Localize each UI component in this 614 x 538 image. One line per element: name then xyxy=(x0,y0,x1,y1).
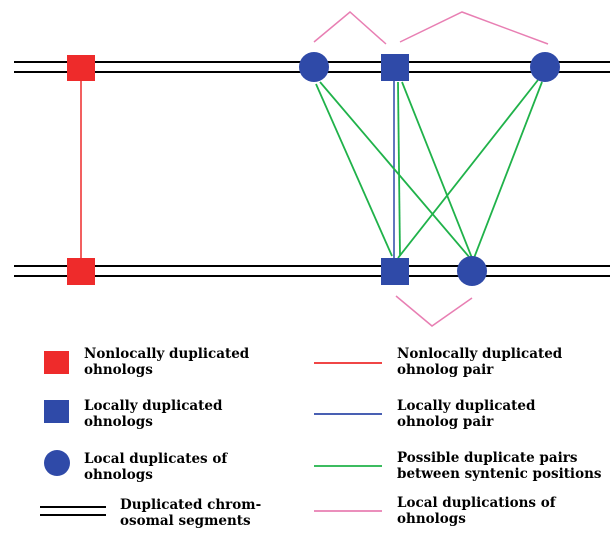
legend-label: ohnologs xyxy=(84,362,153,378)
blue-square-icon xyxy=(44,400,69,423)
legend-label: Duplicated chrom- xyxy=(120,497,261,513)
red-square-icon xyxy=(44,351,69,374)
nonlocal-ohnolog-top xyxy=(67,55,95,81)
svg-text:Local duplications of oh: Local duplications of ohnologs xyxy=(397,495,560,527)
legend-label: ohnologs xyxy=(84,414,153,430)
legend-label: Possible duplicate pairs xyxy=(397,450,578,466)
legend-label: between syntenic positions xyxy=(397,466,602,482)
local-duplicate-top-right xyxy=(530,52,560,82)
legend-label: Nonlocally duplicated xyxy=(397,346,563,362)
legend-label: Locally duplicated xyxy=(84,398,223,414)
local-duplicate-top-left xyxy=(299,52,329,82)
svg-text:Nonlocally duplicated oh: Nonlocally duplicated ohnolog pair xyxy=(397,346,567,378)
legend-label: ohnologs xyxy=(84,467,153,483)
local-ohnolog-top xyxy=(381,54,409,81)
bottom-chromosome-segment xyxy=(14,265,610,277)
pink-arc-top-left xyxy=(313,11,387,45)
local-duplicate-bottom xyxy=(457,256,487,286)
double-line-icon xyxy=(40,506,106,516)
legend-right: Nonlocally duplicated ohnolog pair Local… xyxy=(314,346,602,527)
possible-duplicate-pair-lines xyxy=(315,79,543,259)
legend-label: ohnologs xyxy=(397,511,466,527)
legend-label: Locally duplicated xyxy=(397,398,536,414)
blue-circle-icon xyxy=(44,450,70,476)
local-duplication-arcs xyxy=(313,11,549,327)
svg-text:Duplicated chrom- osomal: Duplicated chrom- osomal segments xyxy=(120,497,266,529)
pink-arc-bottom xyxy=(395,295,473,327)
legend-left: Nonlocally duplicated ohnologs Locally d… xyxy=(40,346,266,529)
pink-arc-top-right xyxy=(399,11,549,45)
svg-text:Local duplicates of ohno: Local duplicates of ohnologs xyxy=(84,451,232,483)
svg-text:Nonlocally duplicated oh: Nonlocally duplicated ohnologs xyxy=(84,346,254,378)
svg-text:Possible duplicate pairs: Possible duplicate pairs between synteni… xyxy=(397,450,602,482)
svg-text:Locally duplicated ohnol: Locally duplicated ohnologs xyxy=(84,398,227,430)
local-ohnolog-bottom xyxy=(381,258,409,285)
legend-label: Nonlocally duplicated xyxy=(84,346,250,362)
legend-label: osomal segments xyxy=(120,513,251,529)
legend-label: ohnolog pair xyxy=(397,362,494,378)
legend-label: Local duplications of xyxy=(397,495,557,511)
nonlocal-ohnolog-bottom xyxy=(67,258,95,285)
legend-label: Local duplicates of xyxy=(84,451,228,467)
legend-label: ohnolog pair xyxy=(397,414,494,430)
svg-text:Locally duplicated ohnol: Locally duplicated ohnolog pair xyxy=(397,398,540,430)
